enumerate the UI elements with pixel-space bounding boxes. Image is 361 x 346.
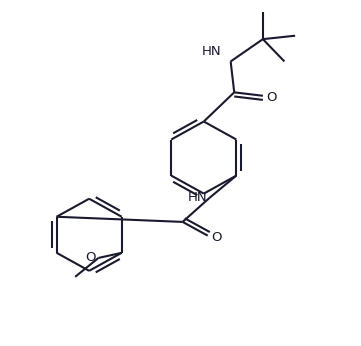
Text: O: O (211, 231, 222, 244)
Text: O: O (85, 252, 96, 264)
Text: HN: HN (202, 45, 222, 58)
Text: O: O (266, 91, 276, 104)
Text: HN: HN (188, 191, 208, 204)
